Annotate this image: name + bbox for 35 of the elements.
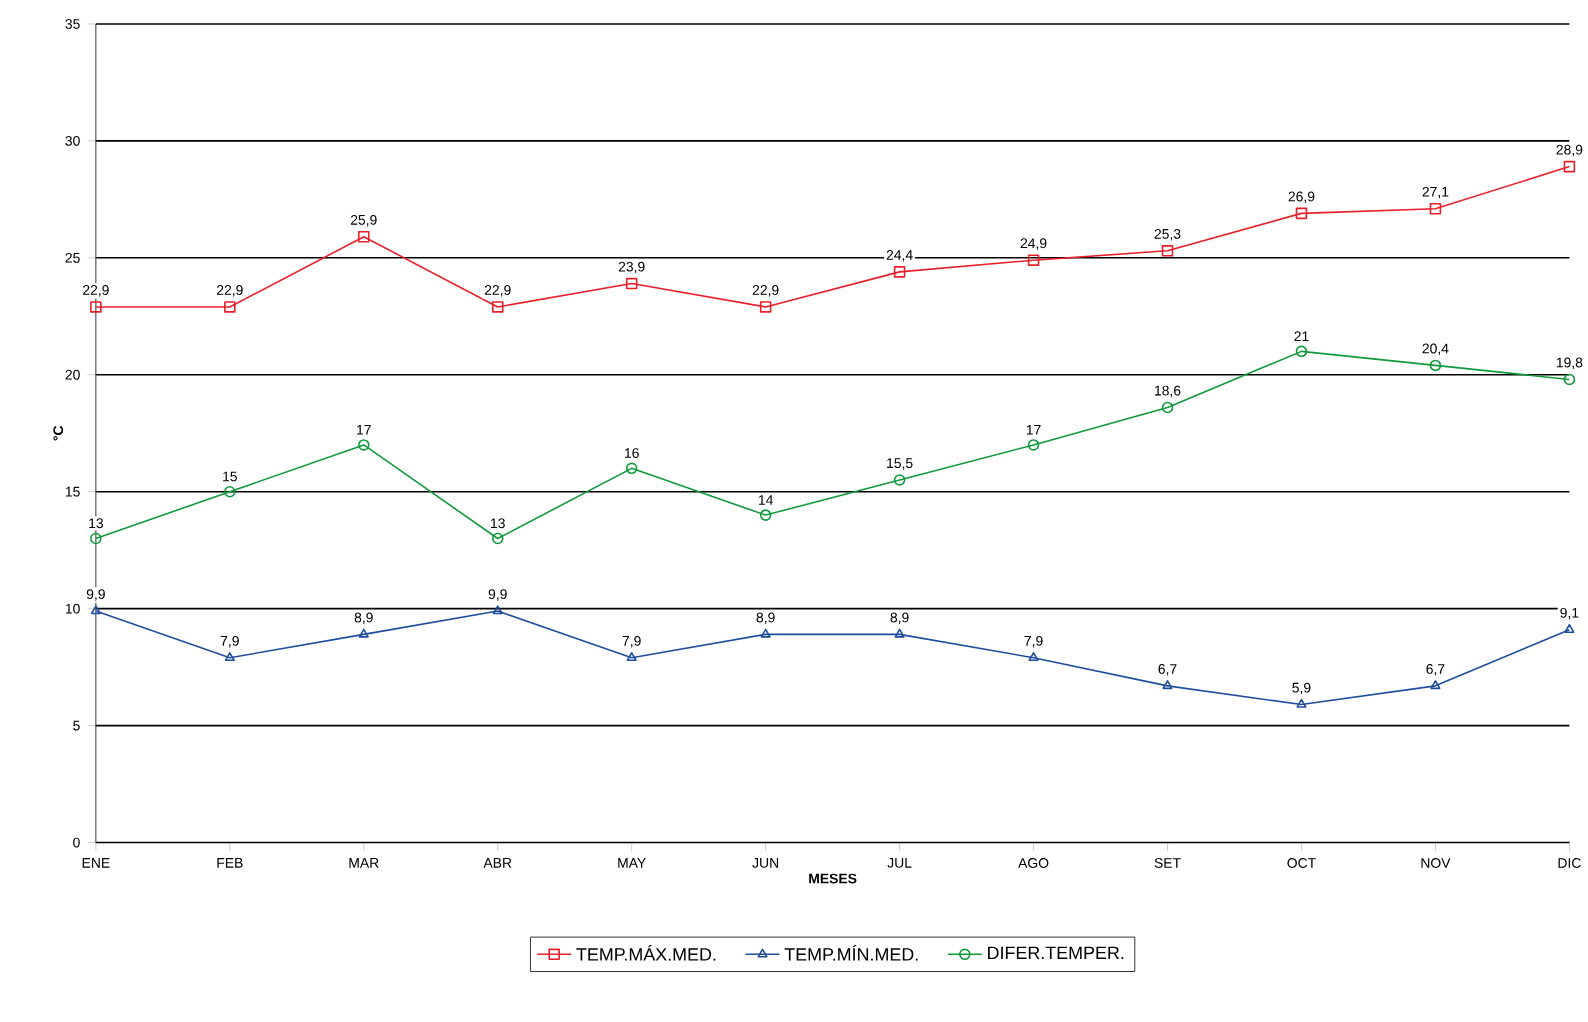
point [760,628,771,638]
point [358,230,370,243]
point [224,651,235,661]
point [759,301,772,313]
legend-label: TEMP.MÍN.MED. [784,944,918,961]
point [358,439,370,451]
point [1027,254,1040,266]
point [1027,439,1040,451]
point [759,509,772,521]
point [625,277,638,290]
point [491,301,504,313]
point [492,605,503,615]
point [224,485,236,498]
point [1162,679,1173,690]
point [625,462,638,474]
point [90,301,102,313]
point [1161,401,1174,414]
point [1429,359,1442,372]
legend-label: TEMP.MÁX.MED. [576,944,716,961]
point [1295,345,1308,358]
point [1430,679,1441,690]
point [626,651,637,661]
point [224,301,236,313]
point [893,474,906,486]
point [358,628,369,638]
point [1429,202,1442,215]
point [491,532,504,545]
legend-label: DIFER.TEMPER. [988,946,1124,959]
point [1295,207,1308,220]
point [1563,160,1576,173]
point [893,265,906,278]
point [1161,244,1174,257]
point [1028,651,1039,661]
point [1296,698,1307,708]
point [894,628,905,638]
